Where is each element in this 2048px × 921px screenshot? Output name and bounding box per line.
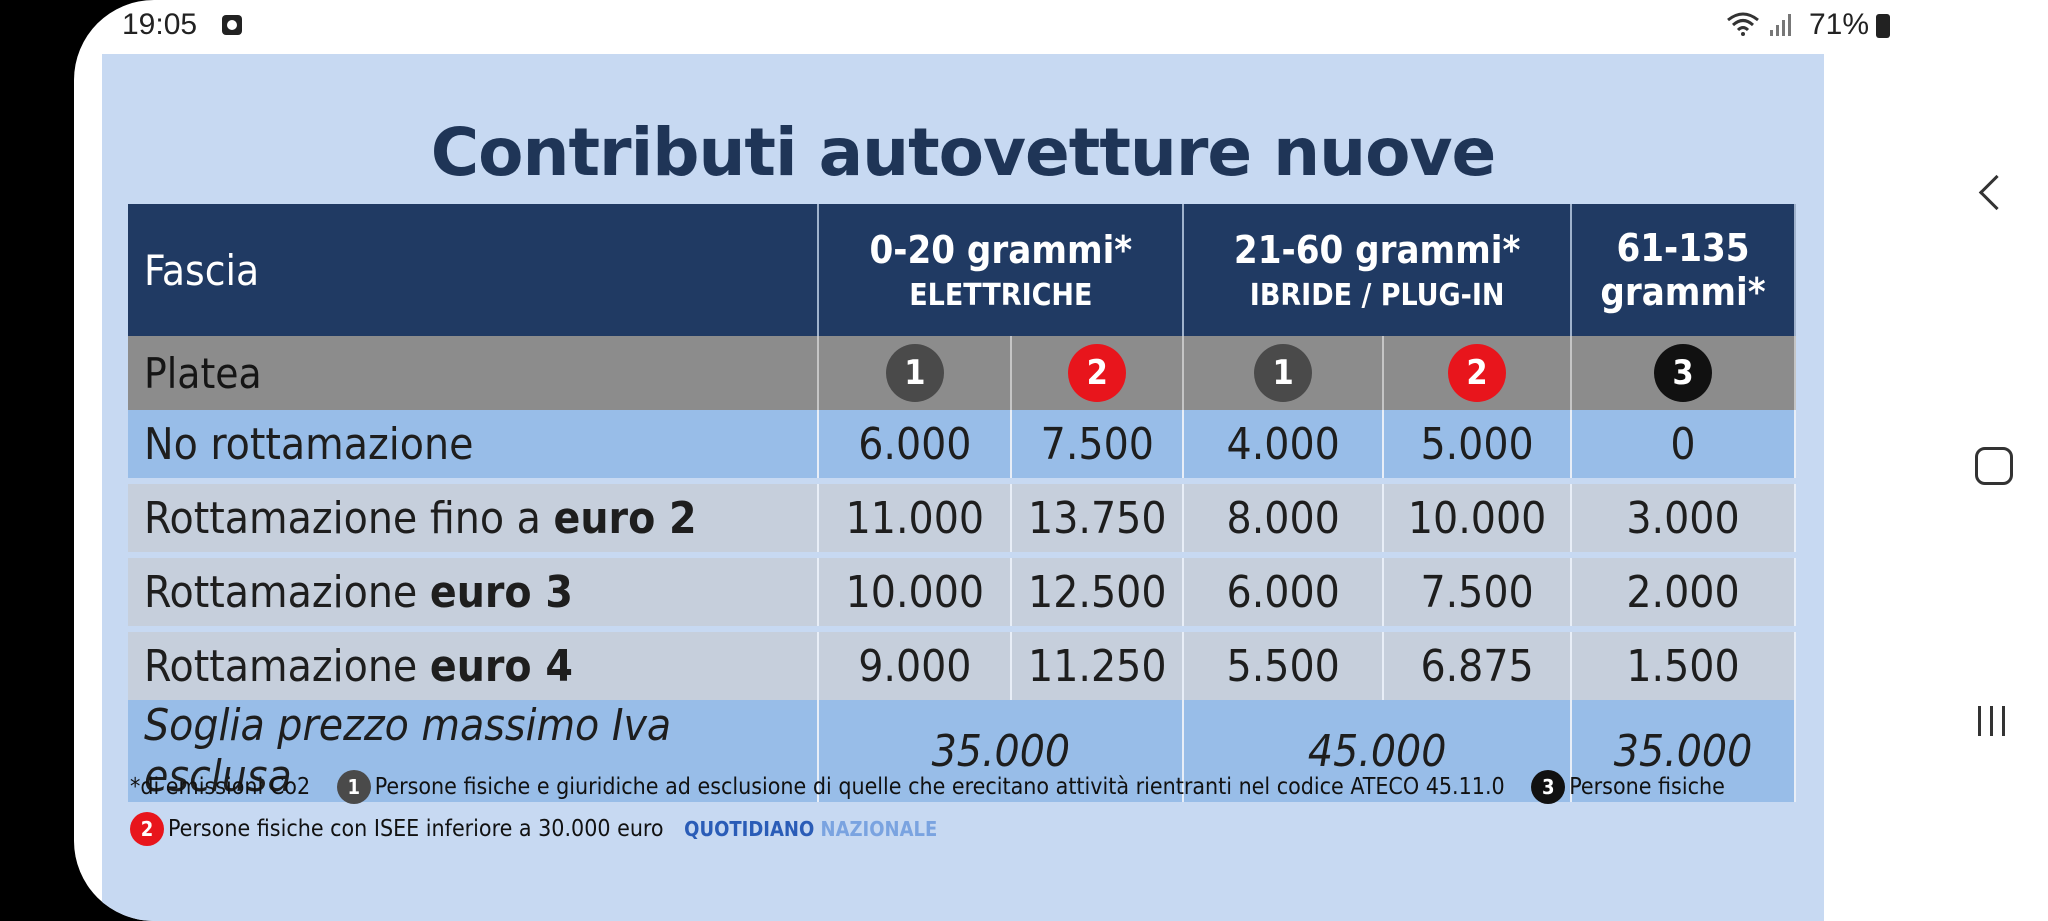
badge-1-icon: 1: [885, 344, 944, 402]
footnote-2: Persone fisiche con ISEE inferiore a 30.…: [168, 816, 664, 842]
footnote-1: Persone fisiche e giuridiche ad esclusio…: [374, 774, 1505, 800]
header-group2-title: 21-60 grammi*: [1233, 227, 1521, 272]
table-cell: 3.000: [1571, 484, 1796, 552]
table-cell: 35.000: [818, 700, 1185, 802]
table-cell: 1.500: [1571, 632, 1796, 700]
table-cell: 5.500: [1183, 632, 1385, 700]
wifi-icon: [1726, 12, 1760, 42]
table-cell: 10.000: [818, 558, 1013, 626]
badge-3-icon: 3: [1654, 344, 1713, 402]
table-cell: 6.875: [1383, 632, 1573, 700]
back-icon[interactable]: [1978, 174, 2015, 211]
table-cell: 13.750: [1011, 484, 1185, 552]
page-title: Contributi autovetture nuove: [430, 114, 1497, 191]
footnote-badge-1-icon: 1: [336, 770, 371, 804]
header-group2-sub: IBRIDE / PLUG-IN: [1249, 277, 1505, 313]
footnote-badge-2-icon: 2: [130, 812, 164, 846]
header-group1-title: 0-20 grammi*: [869, 227, 1133, 272]
navigation-bar: [1946, 0, 2048, 921]
header-group-61-135: 61-135 grammi*: [1571, 204, 1796, 336]
header-group-elettriche: 0-20 grammi* ELETTRICHE: [818, 204, 1185, 336]
table-cell: 9.000: [818, 632, 1013, 700]
threshold-label: Soglia prezzo massimo Iva esclusa: [128, 700, 820, 802]
table-cell: 4.000: [1183, 410, 1385, 478]
table-cell: 8.000: [1183, 484, 1385, 552]
table-row: Rottamazione euro 4 9.000 11.250 5.500 6…: [128, 632, 1796, 700]
recent-apps-icon[interactable]: [1978, 706, 2012, 736]
row-label: No rottamazione: [128, 410, 820, 478]
platea-label: Platea: [128, 336, 820, 410]
table-cell: 11.250: [1011, 632, 1185, 700]
table-cell: 11.000: [818, 484, 1013, 552]
badge-2-icon: 2: [1068, 344, 1127, 402]
infographic-card: Contributi autovetture nuove Fascia 0-20…: [102, 54, 1824, 921]
table-cell: 5.000: [1383, 410, 1573, 478]
header-fascia: Fascia: [128, 204, 820, 336]
table-row: Rottamazione euro 3 10.000 12.500 6.000 …: [128, 558, 1796, 626]
home-icon[interactable]: [1975, 447, 2013, 485]
signal-icon: [1770, 14, 1792, 36]
header-group3-line2: grammi*: [1600, 270, 1766, 314]
row-label: Rottamazione euro 3: [128, 558, 820, 626]
header-group1-sub: ELETTRICHE: [909, 277, 1093, 313]
table-row: Rottamazione fino a euro 2 11.000 13.750…: [128, 484, 1796, 552]
table-cell: 2.000: [1571, 558, 1796, 626]
table-cell: 45.000: [1183, 700, 1573, 802]
table-cell: 7.500: [1383, 558, 1573, 626]
badge-1-icon: 1: [1254, 344, 1313, 402]
table-cell: 7.500: [1011, 410, 1185, 478]
table-cell: 12.500: [1011, 558, 1185, 626]
battery-icon: [1876, 14, 1890, 38]
brand-logo: QUOTIDIANO NAZIONALE: [684, 816, 938, 841]
header-group3-line1: 61-135: [1616, 226, 1750, 270]
status-bar: 19:05 71%: [74, 0, 1948, 52]
footnote-co2: *di emissioni Co2: [130, 774, 311, 800]
footnote-badge-3-icon: 3: [1531, 770, 1566, 804]
table-cell: 35.000: [1571, 700, 1796, 802]
footnote-line-1: *di emissioni Co2 1 Persone fisiche e giu…: [130, 770, 1725, 804]
table-cell: 10.000: [1383, 484, 1573, 552]
row-label: Rottamazione euro 4: [128, 632, 820, 700]
contributions-table: Fascia 0-20 grammi* ELETTRICHE 21-60 gra…: [128, 204, 1796, 802]
battery-percent: 71%: [1809, 8, 1870, 41]
table-cell: 6.000: [1183, 558, 1385, 626]
header-group-ibride: 21-60 grammi* IBRIDE / PLUG-IN: [1183, 204, 1573, 336]
badge-2-icon: 2: [1448, 344, 1507, 402]
row-label: Rottamazione fino a euro 2: [128, 484, 820, 552]
clock: 19:05: [122, 8, 198, 41]
phone-screen: 19:05 71% Contributi autovetture nuove F…: [74, 0, 1948, 921]
alarm-icon: [222, 15, 242, 35]
footnote-line-2: 2 Persone fisiche con ISEE inferiore a 30…: [130, 812, 937, 846]
table-cell: 0: [1571, 410, 1796, 478]
threshold-row: Soglia prezzo massimo Iva esclusa 35.000…: [128, 700, 1796, 802]
footnote-3: Persone fisiche: [1569, 774, 1725, 800]
table-cell: 6.000: [818, 410, 1013, 478]
table-row: No rottamazione 6.000 7.500 4.000 5.000 …: [128, 410, 1796, 478]
platea-row: Platea 1 2 1 2 3: [128, 336, 1796, 410]
table-header: Fascia 0-20 grammi* ELETTRICHE 21-60 gra…: [128, 204, 1796, 336]
